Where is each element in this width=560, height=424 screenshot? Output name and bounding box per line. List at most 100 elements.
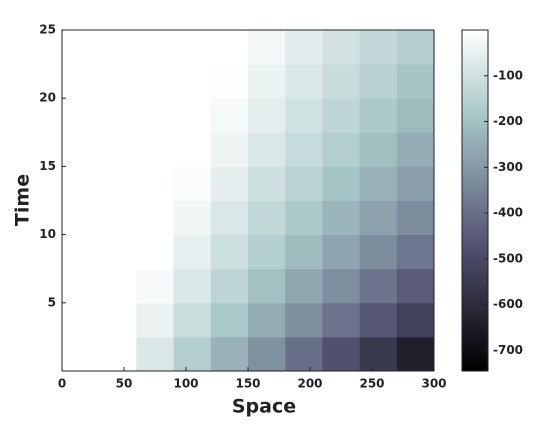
heatmap-cell [248,98,286,133]
colorbar-tick-label: -100 [493,68,523,82]
heatmap-cell [136,336,175,372]
colorbar [461,29,489,372]
heatmap-cell [248,64,286,99]
heatmap-cell [322,30,361,65]
heatmap-cell [99,64,137,99]
heatmap-cell [322,336,361,372]
colorbar-tick-label: -700 [493,343,523,357]
heatmap-cell [210,166,249,201]
heatmap-cell [99,132,137,167]
heatmap-cell [136,98,175,133]
heatmap-cell [248,234,286,270]
heatmap-cell [173,166,212,201]
heatmap-cell [99,302,137,338]
colorbar-tick-label: -200 [493,114,523,128]
heatmap-cell [173,64,212,99]
heatmap-cell [396,64,435,99]
x-axis-label: Space [232,396,296,418]
x-tick-label: 0 [58,377,66,391]
heatmap-cell [359,98,398,133]
heatmap-cell [359,268,398,304]
heatmap-cell [322,132,361,167]
heatmap-cell [210,132,249,167]
y-tick-label: 10 [39,227,56,241]
heatmap-cell [99,30,137,65]
heatmap-cell [248,166,286,201]
heatmap-cell [322,234,361,270]
heatmap-cell [173,200,212,236]
heatmap-cell [173,336,212,372]
heatmap-cell [99,336,137,372]
heatmap-cell [285,64,323,99]
heatmap-cell [136,166,175,201]
heatmap [62,30,435,372]
heatmap-cell [136,30,175,65]
heatmap-cell [62,98,100,133]
heatmap-cell [136,132,175,167]
heatmap-cell [248,336,286,372]
heatmap-cell [285,234,323,270]
heatmap-cell [210,64,249,99]
heatmap-cell [396,302,435,338]
heatmap-cell [359,132,398,167]
heatmap-cell [173,234,212,270]
heatmap-cell [136,64,175,99]
heatmap-cell [285,166,323,201]
heatmap-cell [210,200,249,236]
heatmap-cell [359,336,398,372]
heatmap-cell [210,336,249,372]
colorbar-tick-label: -500 [493,251,523,265]
heatmap-cell [210,98,249,133]
heatmap-cell [396,30,435,65]
heatmap-cell [285,30,323,65]
heatmap-cell [210,30,249,65]
heatmap-cell [62,30,100,65]
heatmap-cell [62,200,100,236]
heatmap-cell [210,302,249,338]
heatmap-cell [62,132,100,167]
heatmap-cell [359,302,398,338]
colorbar-tick-label: -600 [493,297,523,311]
x-tick-label: 150 [235,377,260,391]
heatmap-cell [99,234,137,270]
heatmap-cell [136,268,175,304]
heatmap-cell [248,268,286,304]
x-tick-label: 300 [421,377,446,391]
heatmap-cell [396,132,435,167]
heatmap-cell [173,268,212,304]
heatmap-cell [322,200,361,236]
heatmap-cell [285,302,323,338]
heatmap-cell [396,336,435,372]
heatmap-cell [62,302,100,338]
heatmap-cell [99,200,137,236]
heatmap-cell [322,302,361,338]
heatmap-cell [136,200,175,236]
colorbar-tick-label: -300 [493,160,523,174]
heatmap-cell [396,166,435,201]
heatmap-cell [322,268,361,304]
heatmap-cell [248,200,286,236]
x-tick-label: 250 [359,377,384,391]
heatmap-cell [248,302,286,338]
heatmap-cell [173,98,212,133]
heatmap-cell [210,268,249,304]
heatmap-cell [396,98,435,133]
heatmap-cell [322,166,361,201]
heatmap-cell [173,132,212,167]
heatmap-cell [359,166,398,201]
x-tick-label: 50 [116,377,133,391]
heatmap-cell [322,64,361,99]
y-axis-label: Time [12,174,34,226]
heatmap-cell [285,336,323,372]
heatmap-cell [248,132,286,167]
x-tick-label: 200 [297,377,322,391]
heatmap-cell [99,268,137,304]
heatmap-cell [136,234,175,270]
heatmap-cell [173,30,212,65]
y-tick-label: 20 [39,91,56,105]
y-tick-label: 15 [39,159,56,173]
heatmap-cell [62,336,100,372]
heatmap-cell [62,166,100,201]
heatmap-cell [285,98,323,133]
